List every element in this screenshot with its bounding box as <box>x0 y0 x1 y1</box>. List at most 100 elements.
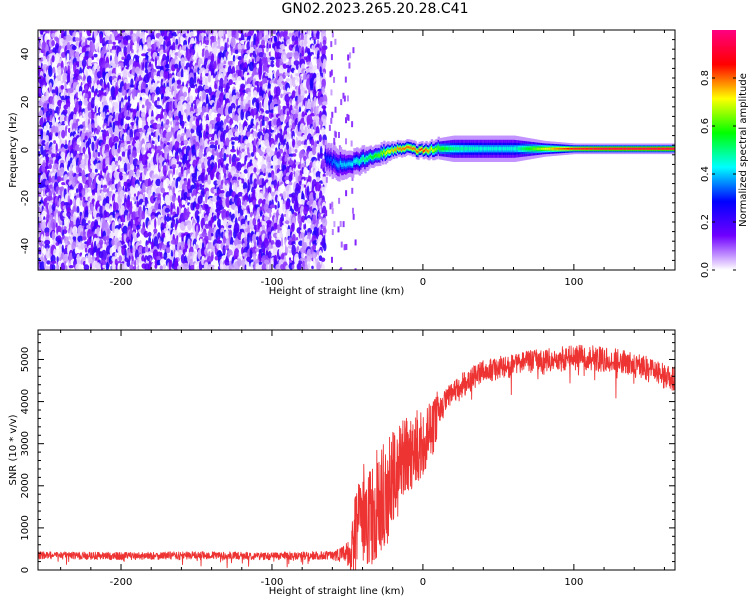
heatmap-cell <box>75 188 79 194</box>
heatmap-cell <box>53 140 57 145</box>
heatmap-cell <box>267 208 273 214</box>
heatmap-cell <box>207 74 212 83</box>
heatmap-cell <box>102 187 108 193</box>
heatmap-cell <box>300 229 305 233</box>
heatmap-cell <box>84 165 88 169</box>
heatmap-cell <box>38 253 41 258</box>
heatmap-cell <box>257 47 263 53</box>
heatmap-cell <box>55 248 61 254</box>
heatmap-cell <box>94 195 97 201</box>
heatmap-cell <box>38 93 42 98</box>
heatmap-cell <box>78 167 83 175</box>
heatmap-cell <box>135 183 140 191</box>
heatmap-cell <box>51 230 56 241</box>
heatmap-cell <box>72 41 77 45</box>
heatmap-cell <box>64 144 69 150</box>
heatmap-cell <box>94 192 98 196</box>
heatmap-cell <box>299 232 305 239</box>
heatmap-cell <box>164 124 170 128</box>
heatmap-cell <box>40 130 44 141</box>
heatmap-cell <box>118 223 122 229</box>
heatmap-cell <box>49 114 53 122</box>
heatmap-cell <box>100 190 105 201</box>
heatmap-cell <box>51 148 55 154</box>
heatmap-cell <box>263 172 266 177</box>
heatmap-cell <box>243 169 248 174</box>
heatmap-cell <box>62 39 69 47</box>
heatmap-cell <box>294 79 298 85</box>
heatmap-cell <box>139 169 142 173</box>
heatmap-cell <box>133 41 137 46</box>
heatmap-cell <box>91 104 95 108</box>
heatmap-cell <box>249 30 255 35</box>
heatmap-cell <box>279 114 285 123</box>
heatmap-cell <box>69 50 74 58</box>
heatmap-cell <box>122 32 125 36</box>
heatmap-cell <box>81 236 87 241</box>
heatmap-cell <box>97 84 102 89</box>
heatmap-cell <box>280 83 283 91</box>
heatmap-cell <box>179 49 185 54</box>
heatmap-cell <box>82 80 86 85</box>
heatmap-cell <box>51 153 56 159</box>
heatmap-cell <box>299 180 302 186</box>
chart-title: GN02.2023.265.20.28.C41 <box>281 1 469 17</box>
heatmap-cell <box>147 231 152 237</box>
heatmap-cell <box>51 264 56 270</box>
heatmap-cell <box>170 121 173 126</box>
heatmap-cell <box>249 142 254 152</box>
heatmap-cell <box>88 68 92 73</box>
heatmap-cell <box>198 151 203 159</box>
heatmap-cell <box>111 262 116 270</box>
heatmap-cell <box>316 140 320 145</box>
heatmap-cell <box>168 213 172 218</box>
heatmap-cell <box>285 78 291 82</box>
heatmap-cell <box>52 221 56 233</box>
heatmap-cell <box>46 260 51 265</box>
heatmap-cell <box>276 164 281 169</box>
heatmap-cell <box>123 244 127 249</box>
heatmap-cell <box>193 69 198 73</box>
heatmap-cell <box>90 203 94 212</box>
heatmap-cells <box>38 30 675 270</box>
heatmap-cell <box>219 263 224 270</box>
heatmap-cell <box>150 105 155 110</box>
heatmap-cell <box>159 265 163 270</box>
heatmap-cell <box>69 189 74 193</box>
heatmap-cell <box>180 128 185 133</box>
heatmap-cell <box>292 147 295 153</box>
heatmap-cell <box>275 86 281 97</box>
heatmap-cell <box>279 148 284 154</box>
heatmap-cell <box>64 260 67 266</box>
heatmap-cell <box>270 239 275 245</box>
heatmap-cell <box>262 48 265 54</box>
heatmap-cell <box>65 98 71 108</box>
heatmap-cell <box>270 143 275 150</box>
heatmap-cell <box>70 162 73 171</box>
heatmap-cell <box>68 264 74 269</box>
heatmap-cell <box>306 128 311 135</box>
heatmap-cell <box>71 45 77 51</box>
heatmap-cell <box>64 240 68 246</box>
heatmap-cell <box>275 239 282 248</box>
heatmap-cell <box>310 223 314 231</box>
heatmap-cell <box>86 228 93 240</box>
heatmap-cell <box>147 153 151 158</box>
heatmap-cell <box>294 148 298 153</box>
heatmap-cell <box>167 131 173 139</box>
heatmap-cell <box>45 250 50 259</box>
heatmap-cell <box>148 260 152 270</box>
heatmap-cell <box>304 90 308 94</box>
heatmap-cell <box>61 80 64 84</box>
heatmap-cell <box>193 72 197 85</box>
heatmap-cell <box>115 39 119 45</box>
heatmap-cell <box>258 70 262 81</box>
heatmap-cell <box>129 100 134 104</box>
heatmap-cell <box>78 172 82 177</box>
heatmap-cell <box>288 32 293 38</box>
heatmap-cell <box>59 243 62 251</box>
heatmap-cell <box>51 40 55 47</box>
heatmap-cell <box>79 199 82 206</box>
heatmap-cell <box>63 226 67 230</box>
heatmap-cell <box>274 204 277 210</box>
